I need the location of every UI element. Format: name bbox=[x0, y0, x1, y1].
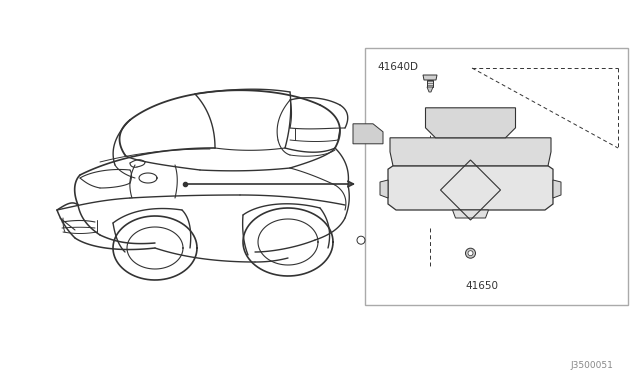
Polygon shape bbox=[452, 210, 488, 218]
Polygon shape bbox=[426, 108, 515, 138]
Circle shape bbox=[468, 251, 473, 256]
Text: J3500051: J3500051 bbox=[570, 361, 613, 370]
Polygon shape bbox=[380, 180, 388, 198]
Circle shape bbox=[465, 248, 476, 258]
Polygon shape bbox=[427, 80, 433, 87]
Polygon shape bbox=[553, 180, 561, 198]
Text: 41640D: 41640D bbox=[377, 62, 418, 72]
Polygon shape bbox=[353, 124, 383, 144]
Polygon shape bbox=[388, 166, 553, 210]
Polygon shape bbox=[390, 138, 551, 166]
Text: 41650: 41650 bbox=[465, 281, 499, 291]
Polygon shape bbox=[427, 87, 433, 92]
Polygon shape bbox=[423, 75, 437, 80]
